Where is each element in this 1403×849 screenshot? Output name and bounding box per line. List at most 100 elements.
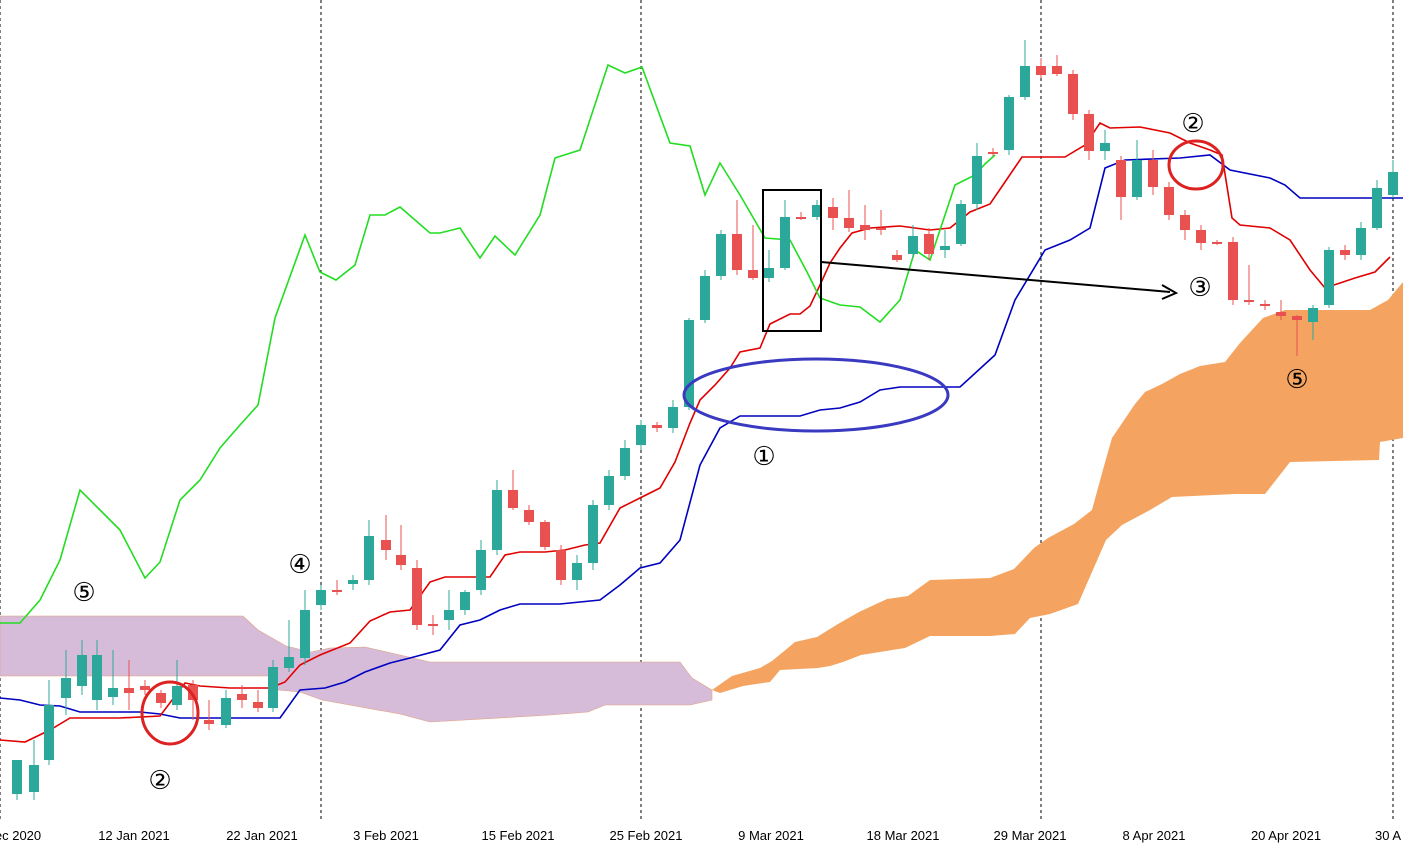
x-tick-label-4: 15 Feb 2021 bbox=[481, 828, 554, 843]
candle-body-22 bbox=[364, 536, 374, 580]
candle-body-81 bbox=[1308, 308, 1318, 322]
candle-body-7 bbox=[124, 688, 134, 693]
candle-body-70 bbox=[1132, 160, 1142, 197]
candle-body-50 bbox=[812, 205, 822, 217]
blue-ellipse bbox=[682, 357, 950, 433]
x-tick-label-0: ec 2020 bbox=[0, 828, 41, 843]
cloud-bearish bbox=[0, 615, 713, 723]
candle-body-59 bbox=[956, 204, 966, 244]
candle-body-83 bbox=[1340, 250, 1350, 255]
candle-body-80 bbox=[1292, 316, 1302, 320]
candle-body-5 bbox=[92, 655, 102, 700]
candle-body-57 bbox=[924, 234, 934, 254]
candle-body-1 bbox=[29, 765, 39, 792]
candle-body-42 bbox=[684, 320, 694, 407]
candle-body-47 bbox=[764, 268, 774, 278]
candle-body-4 bbox=[77, 655, 87, 686]
candle-body-32 bbox=[524, 510, 534, 522]
highlight-box bbox=[762, 189, 822, 332]
arrow-line bbox=[820, 261, 1171, 293]
annotation-labels: ① ② ② ③ ④ ⑤ ⑤ bbox=[72, 109, 1308, 796]
candle-body-33 bbox=[540, 522, 550, 547]
candle-body-28 bbox=[460, 592, 470, 610]
candle-body-56 bbox=[908, 236, 918, 254]
candle-body-25 bbox=[412, 568, 422, 625]
candle-body-8 bbox=[140, 686, 150, 690]
x-tick-label-5: 25 Feb 2021 bbox=[609, 828, 682, 843]
candle-body-52 bbox=[844, 218, 854, 228]
candle-body-54 bbox=[876, 228, 886, 230]
candle-body-2 bbox=[44, 705, 54, 760]
candle-body-3 bbox=[61, 678, 71, 698]
arrow-head bbox=[1161, 284, 1179, 300]
x-tick-label-11: 30 A bbox=[1375, 828, 1401, 843]
candle-body-13 bbox=[221, 698, 231, 725]
x-tick-label-8: 29 Mar 2021 bbox=[994, 828, 1067, 843]
candle-body-55 bbox=[892, 255, 902, 260]
candle-body-79 bbox=[1276, 312, 1286, 316]
label-one: ① bbox=[752, 442, 775, 472]
candle-body-38 bbox=[620, 448, 630, 476]
x-axis: ec 2020 12 Jan 2021 22 Jan 2021 3 Feb 2021 1… bbox=[0, 828, 1401, 843]
red-circle-left bbox=[140, 680, 200, 746]
candle-body-37 bbox=[604, 476, 614, 505]
candle-body-44 bbox=[716, 234, 726, 276]
x-tick-label-1: 12 Jan 2021 bbox=[98, 828, 170, 843]
candle-body-18 bbox=[300, 610, 310, 658]
candle-body-82 bbox=[1324, 250, 1334, 305]
candle-body-68 bbox=[1100, 143, 1110, 151]
label-five-left: ⑤ bbox=[72, 578, 95, 608]
candle-body-19 bbox=[316, 590, 326, 605]
candle-body-73 bbox=[1180, 215, 1190, 230]
candle-body-24 bbox=[396, 555, 406, 565]
label-five-right: ⑤ bbox=[1285, 365, 1308, 395]
label-two-right: ② bbox=[1181, 109, 1204, 139]
candle-body-71 bbox=[1148, 160, 1158, 187]
x-tick-label-2: 22 Jan 2021 bbox=[226, 828, 298, 843]
candle-body-41 bbox=[668, 407, 678, 428]
ichimoku-cloud bbox=[0, 282, 1403, 723]
candle-body-23 bbox=[381, 540, 391, 550]
candle-body-85 bbox=[1372, 188, 1382, 228]
candle-body-26 bbox=[428, 624, 438, 626]
candle-body-43 bbox=[700, 276, 710, 320]
candle-body-86 bbox=[1388, 172, 1398, 195]
indicator-lines bbox=[0, 63, 1403, 743]
candle-body-65 bbox=[1052, 66, 1062, 74]
candle-body-16 bbox=[268, 667, 278, 708]
candle-body-12 bbox=[204, 720, 214, 724]
x-tick-label-6: 9 Mar 2021 bbox=[738, 828, 804, 843]
candle-body-35 bbox=[572, 563, 582, 580]
candle-body-75 bbox=[1212, 242, 1222, 244]
candle-body-36 bbox=[588, 505, 598, 563]
candle-body-29 bbox=[476, 550, 486, 590]
label-three: ③ bbox=[1188, 273, 1211, 303]
candle-body-34 bbox=[556, 550, 566, 580]
candle-body-39 bbox=[636, 425, 646, 445]
candle-body-49 bbox=[796, 217, 806, 219]
candle-body-20 bbox=[332, 590, 342, 592]
candle-body-72 bbox=[1164, 187, 1174, 215]
chikou-line bbox=[0, 63, 996, 624]
candlesticks bbox=[12, 40, 1398, 800]
candle-body-53 bbox=[860, 225, 870, 230]
candle-body-0 bbox=[12, 760, 22, 794]
candle-body-60 bbox=[972, 156, 982, 204]
candle-body-66 bbox=[1068, 74, 1078, 114]
candle-body-11 bbox=[188, 685, 198, 700]
candle-body-78 bbox=[1260, 304, 1270, 306]
label-four: ④ bbox=[288, 550, 311, 580]
candle-body-40 bbox=[652, 425, 662, 428]
cloud-bullish bbox=[712, 282, 1403, 693]
candle-body-14 bbox=[237, 694, 247, 700]
candle-body-31 bbox=[508, 490, 518, 508]
kijun-line bbox=[0, 154, 1403, 719]
candle-body-62 bbox=[1004, 97, 1014, 150]
candle-body-51 bbox=[828, 207, 838, 218]
candle-body-77 bbox=[1244, 300, 1254, 302]
x-tick-label-7: 18 Mar 2021 bbox=[867, 828, 940, 843]
candle-body-27 bbox=[444, 610, 454, 620]
candle-body-58 bbox=[940, 246, 950, 250]
tenkan-line bbox=[0, 121, 1391, 743]
